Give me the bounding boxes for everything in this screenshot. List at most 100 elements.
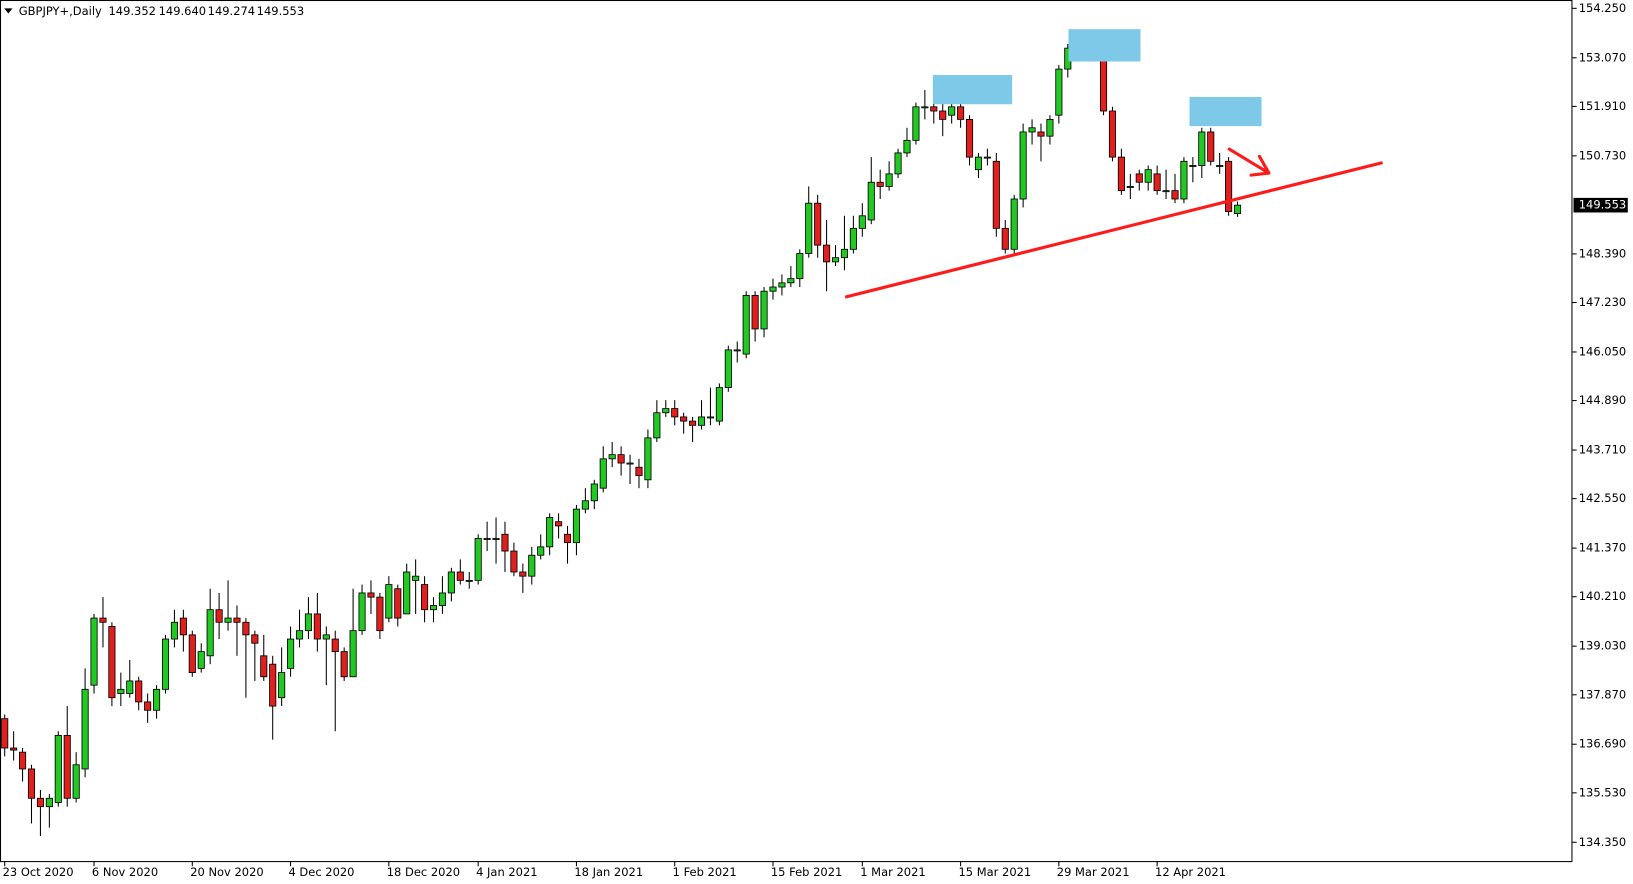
ohlc-value: 149.274 [208, 4, 255, 18]
candle-body [19, 751, 27, 770]
candle-body [483, 538, 491, 540]
arrow [1227, 147, 1271, 177]
trend-line [844, 161, 1383, 299]
y-tick-label: 153.070 [1579, 50, 1626, 64]
candle-body [108, 626, 116, 699]
candle-body [733, 349, 741, 352]
candle-body [724, 349, 732, 389]
candle-body [751, 294, 759, 330]
candle-body [1216, 165, 1224, 167]
candle-body [412, 575, 420, 581]
candle-body [135, 680, 143, 703]
candle-body [295, 630, 304, 640]
x-tick-label: 1 Mar 2021 [860, 865, 925, 879]
candle-body [903, 139, 911, 154]
candle-body [599, 458, 607, 489]
ohlc-value: 149.640 [159, 4, 206, 18]
candle-body [10, 747, 18, 751]
candle-body [528, 554, 536, 577]
candle-body [322, 634, 330, 640]
candle-body [1028, 127, 1036, 133]
candle-body [1207, 131, 1215, 162]
highlight-box [1189, 96, 1262, 127]
y-tick-label: 151.910 [1579, 99, 1626, 113]
candle-body [742, 294, 750, 355]
candle-body [394, 588, 402, 619]
candle-body [492, 538, 500, 540]
plot-frame [0, 0, 1573, 863]
candle-body [1010, 198, 1018, 250]
candle-body [546, 517, 554, 548]
candle-body [1189, 165, 1197, 167]
candle-body [1019, 131, 1027, 200]
candle-body [90, 617, 98, 686]
candle-body [501, 533, 509, 552]
candle-body [796, 253, 804, 280]
candle-body [974, 156, 983, 171]
candle-body [957, 106, 965, 120]
candle-body [519, 571, 527, 577]
candle-body [769, 286, 777, 292]
candle-body [251, 634, 259, 644]
candle-body [278, 672, 286, 699]
x-tick-label: 18 Jan 2021 [574, 865, 643, 879]
candle-body [126, 680, 134, 694]
highlight-box [932, 75, 1013, 105]
candle-body [715, 387, 723, 422]
candle-body [1135, 173, 1143, 183]
y-tick-label: 134.350 [1579, 835, 1626, 849]
candle-body [849, 227, 857, 250]
x-tick-label: 12 Apr 2021 [1155, 865, 1226, 879]
x-tick-label: 20 Nov 2020 [190, 865, 264, 879]
current-price-box [1573, 197, 1628, 213]
x-tick-label: 23 Oct 2020 [3, 865, 74, 879]
candle-body [840, 248, 849, 259]
y-tick-label: 139.030 [1579, 639, 1626, 653]
annotations [844, 29, 1383, 299]
candle-body [349, 630, 357, 678]
candle-body [403, 571, 411, 615]
candle-body [590, 483, 598, 502]
highlight-box [1068, 29, 1141, 62]
candle-body [45, 797, 53, 808]
candle-body [153, 688, 161, 711]
candle-body [867, 181, 875, 221]
candle-body [1, 718, 9, 749]
candle-body [99, 617, 107, 623]
candle-body [912, 106, 920, 141]
candle-body [510, 550, 518, 573]
candle-body [1144, 169, 1152, 183]
candle-body [626, 462, 634, 465]
candle-body [653, 412, 661, 439]
y-tick-label: 147.230 [1579, 295, 1626, 309]
y-tick-label: 150.730 [1579, 148, 1626, 162]
candle-body [144, 701, 152, 711]
candle-body [179, 617, 187, 636]
candle-body [438, 592, 446, 606]
candle-body [858, 215, 866, 229]
candle-body [1198, 131, 1206, 166]
candle-body [876, 181, 884, 187]
candle-body [474, 538, 482, 581]
candle-body [72, 764, 80, 799]
candles [1, 35, 1242, 837]
candle-body [269, 663, 277, 707]
candle-body [1171, 190, 1179, 200]
y-tick-label: 154.250 [1579, 1, 1626, 15]
candle-body [823, 244, 831, 263]
candle-body [760, 290, 768, 330]
y-tick-label: 146.050 [1579, 344, 1626, 358]
candle-body [313, 613, 321, 640]
candle-body [689, 420, 697, 426]
candle-body [1225, 160, 1233, 213]
candle-body [965, 118, 974, 158]
candle-body [662, 408, 670, 414]
x-tick-label: 1 Feb 2021 [673, 865, 737, 879]
candle-body [170, 621, 178, 640]
candle-body [948, 106, 956, 116]
menu-triangle [4, 8, 13, 14]
candle-body [447, 571, 455, 594]
candle-body [117, 688, 125, 694]
candle-body [215, 609, 223, 623]
